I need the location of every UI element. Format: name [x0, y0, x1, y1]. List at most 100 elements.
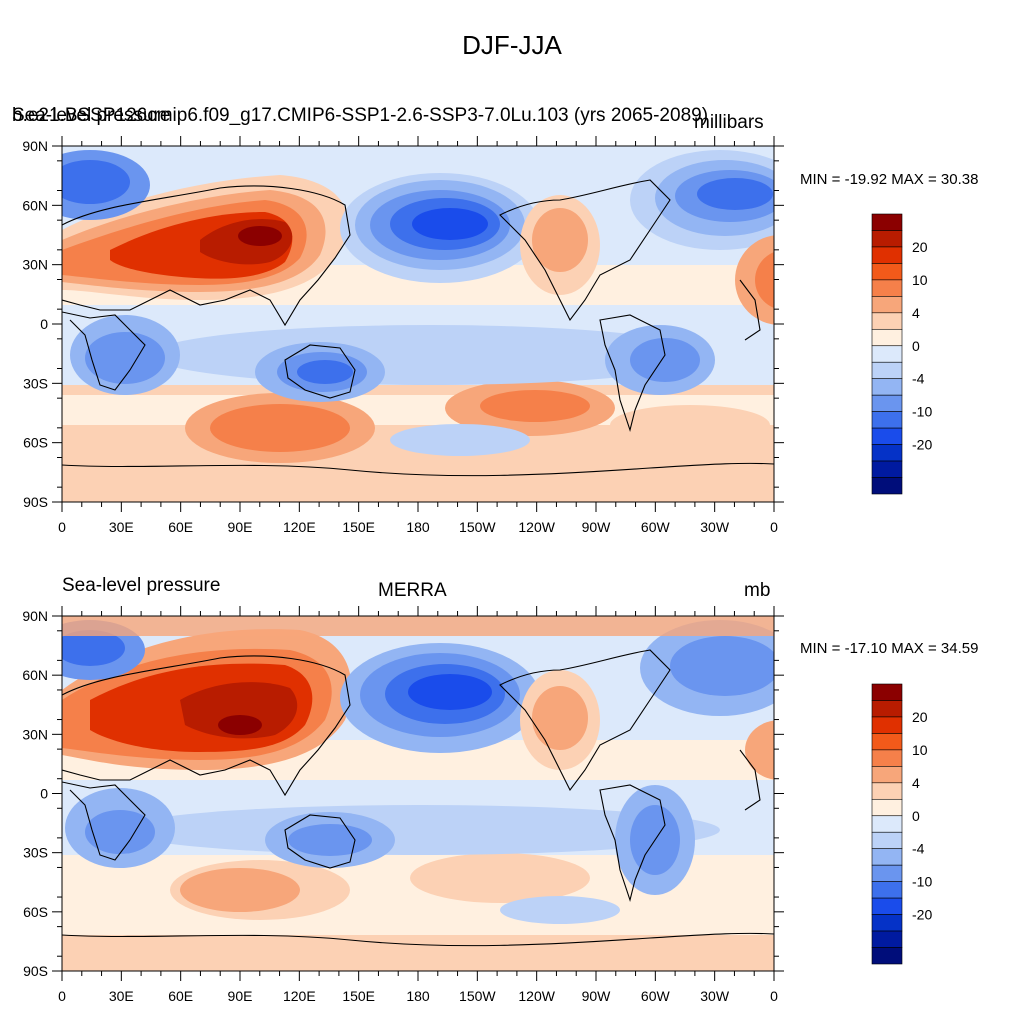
panel1-colorbar-swatch [871, 213, 903, 231]
panel1-colorbar-swatch [871, 460, 903, 478]
panel1-lon-tick: 90W [582, 519, 612, 535]
panel1-colorbar-swatch [871, 394, 903, 412]
panel1-lon-tick: 90E [228, 519, 253, 535]
panel1-lon-tick: 0 [58, 519, 66, 535]
panel2-colorbar-swatch [871, 881, 903, 899]
panel2-lat-tick: 60S [23, 904, 48, 920]
panel2-lat-tick: 30S [23, 845, 48, 861]
panel2-lon-tick: 90E [228, 988, 253, 1004]
panel2-lon-tick: 60E [168, 988, 193, 1004]
figure-title: DJF-JJA [462, 30, 562, 60]
panel1-lon-tick: 180 [406, 519, 430, 535]
panel1-lon-tick: 30E [109, 519, 134, 535]
panel1-lat-tick: 30S [23, 375, 48, 391]
panel2-right-label: mb [744, 580, 771, 601]
panel1-colorbar-label: 0 [912, 338, 920, 354]
panel2-colorbar-swatch [871, 700, 903, 718]
panel2-lat-tick: 60N [22, 667, 48, 683]
panel1-colorbar-swatch [871, 411, 903, 429]
panel2-axes: 90N 60N 30N 0 30S 60S 90S 0 30E 60E 90E 120E 150E 180… [22, 606, 784, 1004]
panel1-colorbar-swatch [871, 361, 903, 380]
panel2-lat-tick: 30N [22, 726, 48, 742]
panel1-lon-tick: 60E [168, 519, 193, 535]
panel2-colorbar-swatch [871, 683, 903, 701]
panel1-minmax: MIN = -19.92 MAX = 30.38 [800, 171, 979, 188]
panel1-colorbar-swatch [871, 230, 903, 248]
panel1-map [61, 145, 775, 503]
panel1-axes: 90N 60N 30N 0 30S 60S 90S 0 30E 60E 90E 120E 150E 180… [22, 136, 784, 535]
panel2-colorbar-swatch [871, 798, 903, 817]
panel2-lon-tick: 30E [109, 988, 134, 1004]
panel2-lon-tick: 150E [342, 988, 375, 1004]
panel2-colorbar-label: 0 [912, 808, 920, 824]
panel2-colorbar-label: -10 [912, 874, 932, 890]
panel1-lat-tick: 60N [22, 197, 48, 213]
panel2-minmax: MIN = -17.10 MAX = 34.59 [800, 640, 979, 657]
panel1-center-label: b.e21.BSSP126cmip6.f09_g17.CMIP6-SSP1-2.… [12, 105, 709, 126]
panel2-colorbar-swatch [871, 897, 903, 915]
panel2-colorbar-swatch [871, 815, 903, 833]
panel1-colorbar-swatch [871, 279, 903, 297]
panel2-lon-tick: 90W [582, 988, 612, 1004]
panel1-colorbar-swatch [871, 263, 903, 281]
panel2-lon-tick: 150W [459, 988, 496, 1004]
panel1-colorbar-label: -4 [912, 371, 925, 387]
panel2-colorbar-label: 4 [912, 775, 920, 791]
panel2-colorbar-swatch [871, 914, 903, 932]
panel1-lat-tick: 0 [40, 316, 48, 332]
panel2-colorbar-swatch [871, 733, 903, 751]
panel2-colorbar-swatch [871, 782, 903, 800]
panel1-lon-tick: 120W [518, 519, 555, 535]
panel1-colorbar: 20 10 4 0 -4 -10 -20 [871, 213, 932, 495]
panel1-colorbar-swatch [871, 345, 903, 363]
panel1-colorbar-label: 4 [912, 305, 920, 321]
panel1-colorbar-label: 20 [912, 239, 928, 255]
panel1-lon-tick: 0 [770, 519, 778, 535]
panel1-lon-tick: 120E [283, 519, 316, 535]
panel1-colorbar-swatch [871, 444, 903, 462]
panel2-lat-tick: 90N [22, 608, 48, 624]
panel2-lon-tick: 180 [406, 988, 430, 1004]
panel2-lat-tick: 0 [40, 786, 48, 802]
panel1-colorbar-label: -10 [912, 404, 932, 420]
panel2-colorbar-swatch [871, 930, 903, 948]
panel1-lat-tick: 90S [23, 494, 48, 510]
panel2-lon-tick: 0 [770, 988, 778, 1004]
panel2-colorbar-swatch [871, 749, 903, 767]
panel1-lat-tick: 60S [23, 435, 48, 451]
panel2-colorbar-label: 20 [912, 709, 928, 725]
panel2-colorbar-swatch [871, 947, 903, 965]
panel1-colorbar-swatch [871, 477, 903, 495]
panel1-lat-tick: 90N [22, 138, 48, 154]
panel1-colorbar-swatch [871, 296, 903, 314]
panel1-left-label: Sea-level pressure [12, 105, 171, 126]
panel2-colorbar-swatch [871, 864, 903, 882]
panel2-colorbar-swatch [871, 766, 903, 784]
panel2-lon-tick: 30W [700, 988, 730, 1004]
panel1-colorbar-label: 10 [912, 272, 928, 288]
panel2-lat-tick: 90S [23, 963, 48, 979]
panel1-colorbar-swatch [871, 378, 903, 396]
panel2-colorbar-swatch [871, 716, 903, 734]
panel2-left-label: Sea-level pressure [62, 575, 221, 596]
panel1-colorbar-label: -20 [912, 437, 932, 453]
panel2-colorbar-label: -20 [912, 907, 932, 923]
panel1-colorbar-swatch [871, 427, 903, 445]
panel1-lon-tick: 30W [700, 519, 730, 535]
panel1-lon-tick: 150E [342, 519, 375, 535]
panel2-colorbar-label: 10 [912, 742, 928, 758]
panel1-colorbar-swatch [871, 246, 903, 264]
panel1-colorbar-swatch [871, 312, 903, 330]
panel2-colorbar-label: -4 [912, 841, 925, 857]
panel2-lon-tick: 120W [518, 988, 555, 1004]
panel1-right-label: millibars [694, 112, 764, 133]
panel1-lon-tick: 60W [641, 519, 671, 535]
panel2-colorbar-swatch [871, 831, 903, 850]
panel2-map [61, 615, 775, 972]
panel2-colorbar-swatch [871, 848, 903, 866]
panel2-center-label: MERRA [378, 580, 447, 601]
panel2-colorbar: 20 10 4 0 -4 -10 -20 [871, 683, 932, 965]
panel2-lon-tick: 60W [641, 988, 671, 1004]
panel2-lon-tick: 120E [283, 988, 316, 1004]
